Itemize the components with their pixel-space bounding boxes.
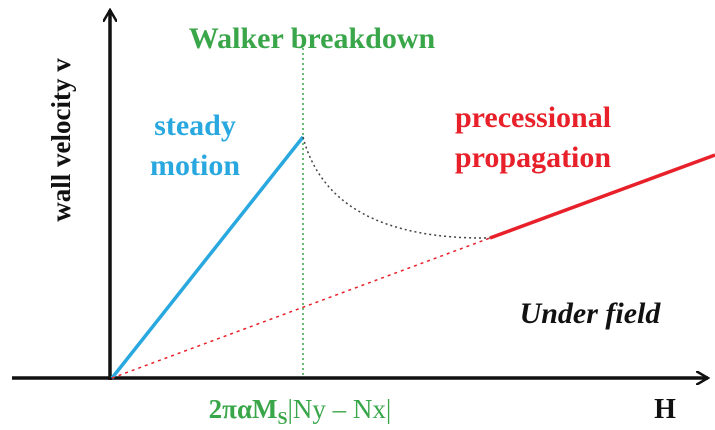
precessional-label: propagation: [455, 141, 611, 174]
precessional-line: [489, 153, 715, 240]
steady-line: [110, 135, 305, 380]
transition-curve: [302, 136, 491, 239]
threshold-suffix: |Ny – Nx|: [288, 394, 392, 424]
y-axis-label: wall velocity v: [46, 58, 76, 222]
title: Walker breakdown: [189, 22, 436, 55]
threshold-subscript: S: [278, 408, 288, 428]
precessional-label: precessional: [455, 101, 611, 134]
steady-label: motion: [150, 149, 240, 182]
threshold-prefix: 2παM: [209, 394, 278, 424]
annotation: Under field: [520, 297, 662, 330]
x-axis-label: H: [654, 394, 676, 425]
steady-label: steady: [154, 109, 236, 142]
threshold-label: 2παMS|Ny – Nx|: [209, 394, 392, 428]
